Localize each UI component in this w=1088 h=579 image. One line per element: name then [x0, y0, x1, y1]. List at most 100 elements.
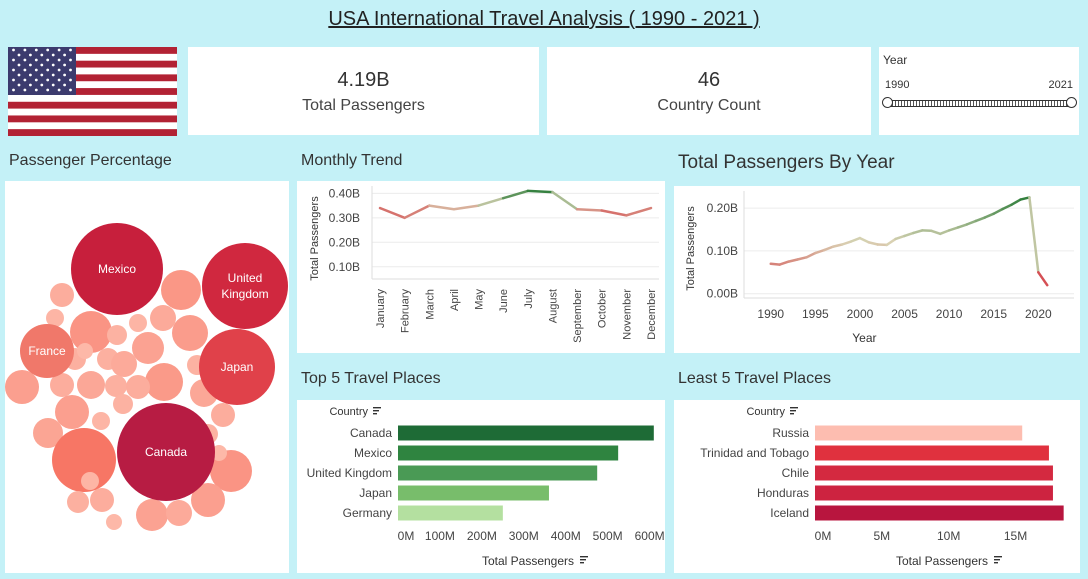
monthly-title: Monthly Trend — [301, 152, 403, 169]
bubble — [33, 418, 63, 448]
page-title: USA International Travel Analysis ( 1990… — [328, 8, 760, 30]
top5-sort-icon[interactable] — [373, 407, 381, 415]
monthly-line-segment — [551, 190, 579, 211]
top5-category-label: Japan — [359, 486, 392, 500]
yearly-line-segment — [814, 248, 826, 255]
top5-xtick: 200M — [467, 529, 497, 543]
least5-bar — [815, 505, 1064, 521]
yearly-xtick: 2015 — [980, 307, 1007, 321]
monthly-chart: 0.10B 0.20B 0.30B 0.40B Total Passengers Janu… — [297, 181, 665, 353]
year-slider-handle-min[interactable] — [882, 97, 893, 108]
yearly-line-segment — [787, 258, 799, 263]
monthly-xtick: January — [375, 289, 387, 329]
top5-bar — [398, 445, 619, 461]
bubble — [126, 375, 150, 399]
yearly-xtick: 2010 — [936, 307, 963, 321]
bubble — [191, 483, 225, 517]
top5-chart: Country Canada Mexico United Kingdom Japan Ge… — [297, 400, 665, 573]
bubble-label: Kingdom — [221, 287, 268, 301]
least5-xtick: 0M — [815, 529, 832, 543]
bubble — [113, 394, 133, 414]
yearly-line-segment — [992, 207, 1004, 215]
bubble-chart: Mexico United Kingdom France Japan Canada — [5, 181, 289, 573]
least5-xtick: 15M — [1004, 529, 1027, 543]
least5-sort-icon[interactable] — [790, 407, 798, 415]
bubbles-title: Passenger Percentage — [9, 152, 172, 169]
yearly-line-segment — [796, 256, 808, 261]
kpi-total-passengers-card: 4.19B Total Passengers — [188, 47, 539, 135]
bubble — [77, 371, 105, 399]
usa-flag-icon — [8, 47, 177, 137]
top5-category-label: Mexico — [354, 446, 392, 460]
yearly-line-segment — [840, 240, 853, 246]
monthly-line-segment — [428, 204, 456, 211]
bubble — [5, 370, 39, 404]
bubble — [172, 315, 208, 351]
year-filter-min: 1990 — [885, 79, 910, 91]
least5-category-label: Russia — [772, 426, 809, 440]
bubble-label: Mexico — [98, 262, 136, 276]
top5-xlabel: Total Passengers — [482, 554, 574, 568]
yearly-xlabel: Year — [852, 331, 876, 345]
yearly-line-segment — [930, 229, 942, 236]
yearly-ytick: 0.00B — [707, 287, 738, 301]
yearly-line-segment — [823, 245, 835, 252]
bubble — [150, 305, 176, 331]
yearly-line-segment — [769, 262, 781, 266]
yearly-line-segment — [956, 223, 969, 229]
least5-category-label: Honduras — [757, 486, 809, 500]
monthly-line-segment — [575, 208, 603, 212]
monthly-line-segment — [452, 204, 480, 211]
monthly-xtick: March — [424, 289, 436, 320]
year-slider-handle-max[interactable] — [1066, 97, 1077, 108]
yearly-line-segment — [947, 226, 960, 232]
top5-bar — [398, 485, 549, 501]
top5-xaxis-sort-icon[interactable] — [580, 556, 588, 564]
monthly-ytick: 0.40B — [329, 186, 360, 200]
least5-header: Country — [746, 406, 785, 418]
bubble — [129, 314, 147, 332]
bubble-label: France — [28, 344, 66, 358]
bubble-mexico — [71, 223, 163, 315]
bubble — [132, 332, 164, 364]
top5-bar — [398, 505, 503, 521]
bubble — [55, 395, 89, 429]
top5-bar — [398, 465, 598, 481]
yearly-xtick: 2020 — [1025, 307, 1052, 321]
yearly-line-segment — [1028, 196, 1040, 274]
top5-xtick: 0M — [398, 529, 415, 543]
kpi-total-passengers-label: Total Passengers — [302, 97, 425, 114]
monthly-ylabel: Total Passengers — [309, 196, 321, 281]
monthly-line-segment — [625, 206, 653, 217]
yearly-xtick: 2000 — [847, 307, 874, 321]
bubble — [50, 283, 74, 307]
monthly-xtick: February — [400, 289, 412, 334]
yearly-line-segment — [938, 229, 951, 236]
least5-xaxis-sort-icon[interactable] — [994, 556, 1002, 564]
bubble-united-kingdom — [202, 243, 288, 329]
yearly-line-segment — [778, 260, 790, 266]
yearly-xtick: 2005 — [891, 307, 918, 321]
bubble — [145, 363, 183, 401]
least5-bar — [815, 445, 1049, 461]
top5-category-label: United Kingdom — [307, 466, 392, 480]
bubble — [105, 375, 127, 397]
bubble — [111, 351, 137, 377]
monthly-xtick: December — [646, 289, 658, 340]
monthly-line-segment — [501, 189, 530, 200]
yearly-line-segment — [867, 241, 880, 246]
yearly-ytick: 0.20B — [707, 201, 738, 215]
kpi-country-count-label: Country Count — [657, 97, 761, 114]
bubble — [106, 514, 122, 530]
monthly-ytick: 0.30B — [329, 211, 360, 225]
year-filter-card: Year 1990 2021 — [879, 47, 1079, 135]
least5-bar — [815, 485, 1053, 501]
year-slider-track[interactable] — [888, 100, 1073, 107]
top5-xtick: 500M — [593, 529, 623, 543]
yearly-line-segment — [894, 234, 906, 241]
top5-xtick: 600M — [635, 529, 665, 543]
yearly-line-segment — [1019, 196, 1031, 201]
kpi-country-count-value: 46 — [697, 69, 721, 91]
kpi-total-passengers-value: 4.19B — [337, 69, 390, 91]
top5-header: Country — [329, 406, 368, 418]
